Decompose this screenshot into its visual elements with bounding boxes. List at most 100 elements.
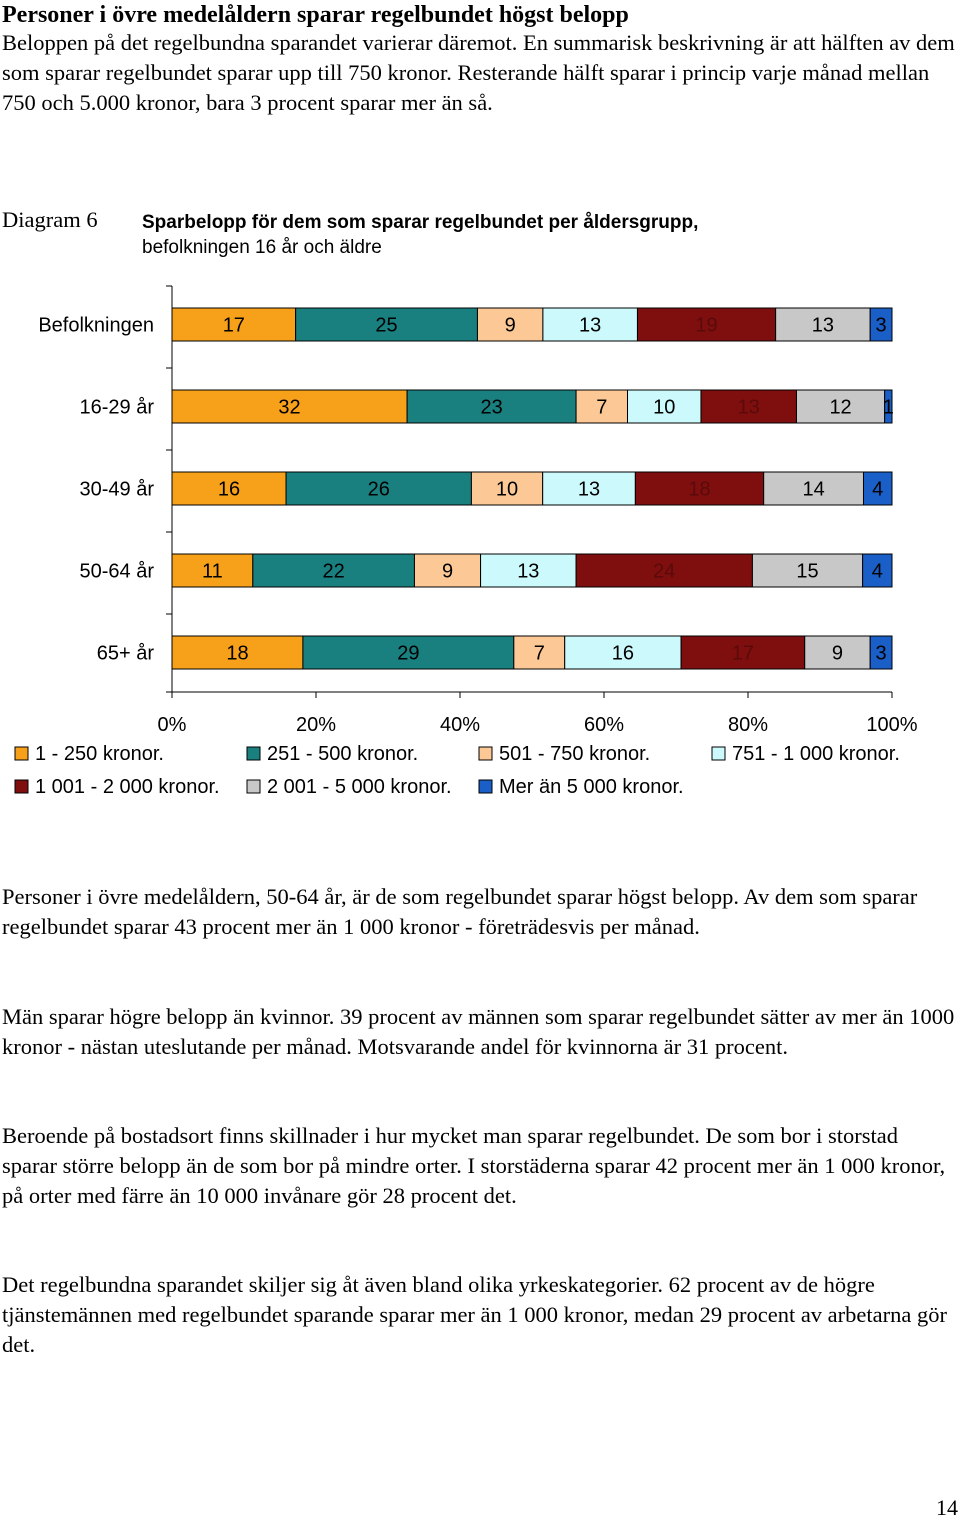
category-label: 50-64 år: [80, 561, 155, 583]
bar-data-label: 13: [517, 561, 539, 583]
bar-segment: [470, 471, 544, 506]
bar-data-label: 3: [876, 643, 887, 665]
bar-segment: [285, 471, 472, 506]
legend-swatch: [246, 779, 261, 794]
legend-entry: 1 - 250 kronor.: [35, 743, 164, 765]
bar-data-label: 9: [442, 561, 453, 583]
paragraph-age: Personer i övre medelåldern, 50-64 år, ä…: [2, 884, 918, 939]
chart-title-line-2: befolkningen 16 år och äldre: [142, 237, 382, 258]
bar-segment: [542, 307, 638, 342]
section-heading: Personer i övre medelåldern sparar regel…: [2, 2, 629, 28]
legend-swatch: [711, 746, 726, 761]
legend-swatch: [478, 746, 493, 761]
bar-data-label: 25: [375, 315, 397, 337]
bar-data-label: 18: [688, 479, 710, 501]
bar-data-label: 7: [596, 397, 607, 419]
legend-entry: 251 - 500 kronor.: [267, 743, 418, 765]
stacked-bar-chart: 0% 20% 40% 60% 80% 100%Befolkningen 17 25 9 13 19 1…: [14, 285, 918, 798]
legend-entry: 1 001 - 2 000 kronor.: [35, 776, 220, 798]
legend-entry: 2 001 - 5 000 kronor.: [267, 776, 452, 798]
bar-segment: [476, 307, 544, 342]
bar-segment: [575, 389, 629, 424]
bar-data-label: 4: [872, 561, 883, 583]
bar-segment: [869, 307, 893, 342]
bar-data-label: 13: [579, 315, 601, 337]
bar-data-label: 9: [505, 315, 516, 337]
bar-data-label: 17: [732, 643, 754, 665]
bar-data-label: 10: [653, 397, 675, 419]
paragraph-occupation: Det regelbundna sparandet skiljer sig åt…: [2, 1272, 947, 1357]
bar-data-label: 9: [832, 643, 843, 665]
bar-data-label: 18: [226, 643, 248, 665]
bar-data-label: 10: [496, 479, 518, 501]
bar-data-label: 3: [876, 315, 887, 337]
bar-data-label: 22: [323, 561, 345, 583]
bar-segment: [627, 389, 702, 424]
bar-data-label: 23: [480, 397, 502, 419]
legend-swatch: [478, 779, 493, 794]
value-axis-tick-label: 20%: [296, 714, 336, 736]
bar-data-label: 1: [883, 397, 894, 419]
legend-entry: Mer än 5 000 kronor.: [499, 776, 684, 798]
diagram-label: Diagram 6: [2, 207, 98, 232]
bar-segment: [869, 635, 893, 670]
bar-data-label: 19: [695, 315, 717, 337]
bar-data-label: 17: [223, 315, 245, 337]
bar-data-label: 15: [796, 561, 818, 583]
bar-segment: [171, 553, 254, 588]
category-label: 30-49 år: [80, 479, 155, 501]
bar-segment: [636, 307, 777, 342]
category-label: 16-29 år: [80, 397, 155, 419]
bar-data-label: 14: [802, 479, 824, 501]
bar-data-label: 11: [202, 561, 223, 583]
bar-segment: [252, 553, 415, 588]
bar-segment: [171, 635, 304, 670]
bar-data-label: 29: [397, 643, 419, 665]
bar-segment: [480, 553, 577, 588]
legend-entry: 751 - 1 000 kronor.: [732, 743, 900, 765]
legend-swatch: [14, 746, 29, 761]
paragraph-residence: Beroende på bostadsort finns skillnader …: [2, 1123, 946, 1208]
bar-data-label: 16: [218, 479, 240, 501]
bar-segment: [680, 635, 806, 670]
chart-title: Sparbelopp för dem som sparar regelbunde…: [142, 210, 698, 260]
value-axis-tick-label: 40%: [440, 714, 480, 736]
bar-segment: [884, 389, 893, 424]
bar-segment: [804, 635, 871, 670]
bar-data-label: 24: [653, 561, 675, 583]
bar-segment: [302, 635, 515, 670]
legend-swatch: [14, 779, 29, 794]
bar-segment: [763, 471, 864, 506]
paragraph-gender: Män sparar högre belopp än kvinnor. 39 p…: [2, 1004, 955, 1059]
value-axis-tick-label: 60%: [584, 714, 624, 736]
bar-segment: [575, 553, 753, 588]
bar-data-label: 13: [578, 479, 600, 501]
bar-segment: [295, 307, 478, 342]
bar-segment: [171, 307, 297, 342]
bar-segment: [406, 389, 577, 424]
bar-segment: [751, 553, 864, 588]
bar-segment: [564, 635, 682, 670]
bar-segment: [634, 471, 765, 506]
intro-paragraph: Beloppen på det regelbundna sparandet va…: [2, 30, 955, 115]
bar-data-label: 12: [829, 397, 851, 419]
bar-data-label: 26: [368, 479, 390, 501]
bar-data-label: 7: [534, 643, 545, 665]
bar-data-label: 32: [278, 397, 300, 419]
value-axis-tick-label: 100%: [866, 714, 917, 736]
page-number: 14: [936, 1495, 958, 1520]
bar-data-label: 13: [812, 315, 834, 337]
bar-segment: [795, 389, 886, 424]
bar-segment: [862, 553, 893, 588]
bar-segment: [700, 389, 797, 424]
value-axis-tick-label: 0%: [158, 714, 187, 736]
legend-entry: 501 - 750 kronor.: [499, 743, 650, 765]
chart-title-line-1: Sparbelopp för dem som sparar regelbunde…: [142, 212, 699, 233]
bar-data-label: 16: [612, 643, 634, 665]
bar-segment: [171, 471, 287, 506]
bar-data-label: 13: [738, 397, 760, 419]
bar-segment: [542, 471, 636, 506]
category-label: 65+ år: [97, 643, 155, 665]
value-axis-tick-label: 80%: [728, 714, 768, 736]
legend-swatch: [246, 746, 261, 761]
